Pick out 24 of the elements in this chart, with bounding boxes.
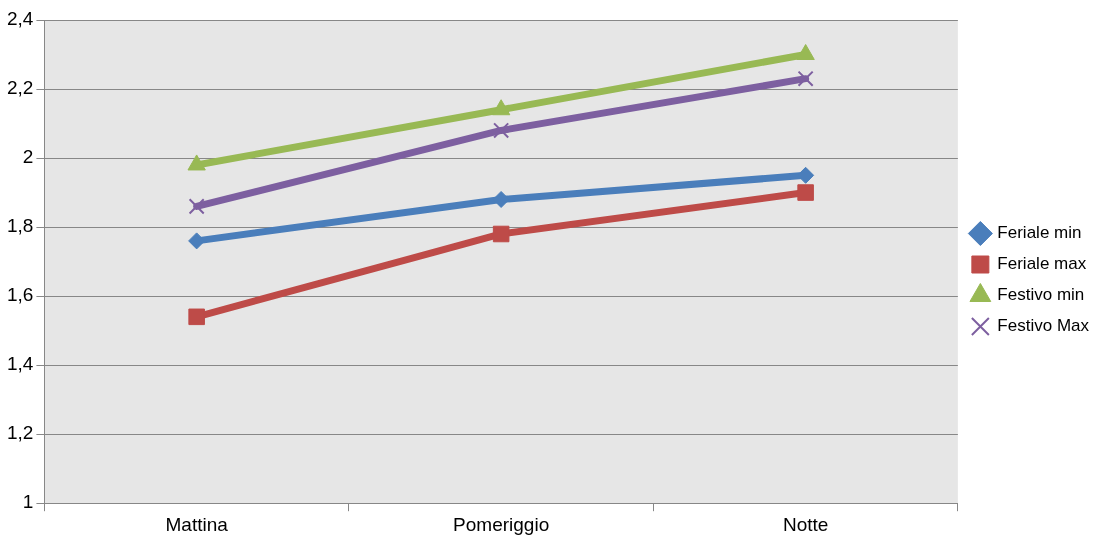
point [797, 70, 814, 87]
legend-label: Festivo min [997, 285, 1085, 305]
point [797, 184, 814, 201]
y-tick-label: 1,4 [6, 353, 34, 375]
y-tick-label: 1 [22, 491, 34, 513]
x-tick-label: Pomeriggio [453, 513, 550, 535]
legend-label: Feriale min [997, 223, 1082, 243]
x-tick-label: Notte [782, 513, 829, 535]
legend-label: Festivo Max [997, 316, 1090, 336]
point [796, 44, 815, 61]
y-tick-label: 1,6 [6, 284, 34, 306]
point [188, 198, 205, 215]
point [492, 225, 510, 243]
point [491, 99, 511, 116]
y-tick-label: 2 [22, 146, 34, 168]
point [187, 154, 206, 171]
y-tick-label: 2,4 [6, 8, 34, 30]
point [493, 122, 510, 139]
y-tick-label: 1,2 [6, 422, 34, 444]
x-tick-label: Mattina [165, 513, 229, 535]
y-tick-label: 2,2 [6, 77, 34, 99]
y-tick-label: 1,8 [6, 215, 34, 237]
point [188, 308, 205, 326]
legend-label: Feriale max [997, 254, 1087, 274]
